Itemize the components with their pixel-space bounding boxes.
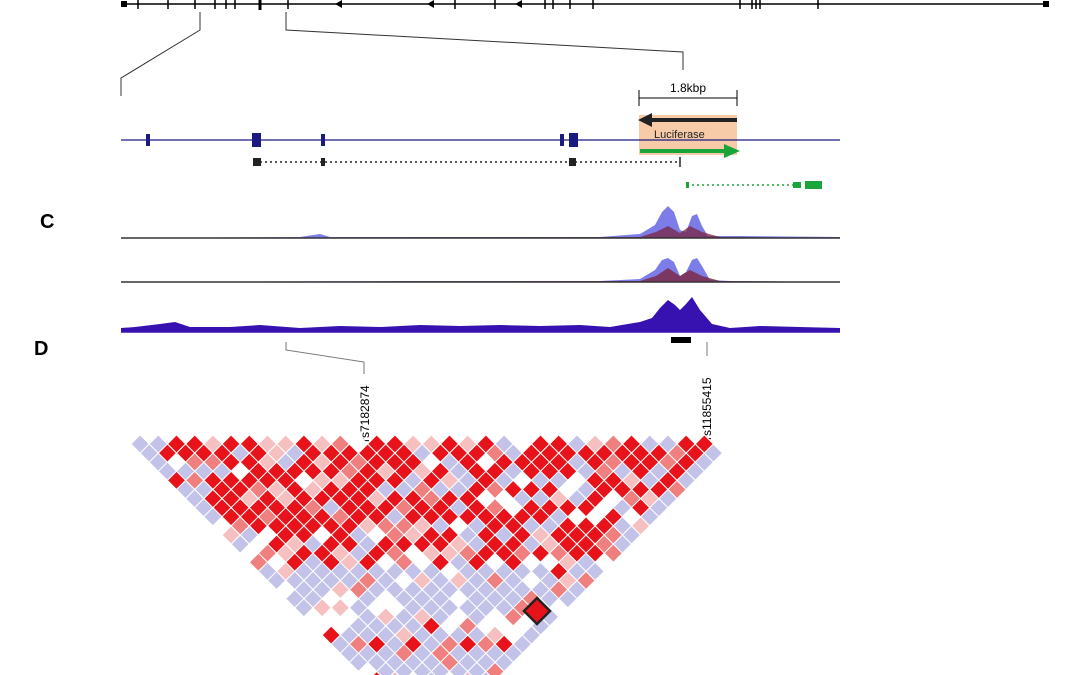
- zoom-connectors: [120, 12, 684, 96]
- ld-cell: [481, 670, 491, 675]
- strand-arrow-icon: [427, 0, 434, 8]
- ld-cell: [463, 670, 472, 675]
- panel-label-c: C: [40, 211, 54, 233]
- overview-end-left: [121, 1, 127, 7]
- transcript-black: [253, 157, 681, 167]
- ld-cell: [390, 670, 400, 675]
- ld-cell: [372, 670, 381, 675]
- snp-label-left: rs7182874: [358, 385, 372, 442]
- strand-arrow-icon: [335, 0, 342, 8]
- ld-cell: [408, 670, 418, 675]
- zoomed-gene-model: [121, 133, 840, 189]
- ld-cell: [448, 661, 469, 675]
- ld-cell: [357, 661, 378, 675]
- transcript-green: [686, 181, 822, 189]
- ld-cell: [375, 661, 396, 675]
- luciferase-label: Luciferase: [654, 129, 705, 141]
- overview-gene-track: [121, 0, 1049, 10]
- overview-exons: [137, 0, 819, 10]
- reverse-arrow-icon: [638, 113, 652, 127]
- ld-cell: [466, 661, 487, 675]
- ld-cell-highlight: [522, 596, 552, 626]
- dnase-track: [121, 297, 840, 333]
- forward-arrow-icon: [724, 144, 740, 158]
- ld-cell: [394, 661, 414, 675]
- ld-cell: [445, 670, 454, 675]
- ld-highlight-cell: [522, 596, 552, 626]
- reporter-construct: 1.8kbp Luciferase: [638, 81, 740, 158]
- chip-track-1: [121, 206, 840, 239]
- ld-cell: [485, 661, 505, 675]
- strand-arrow-icon: [515, 0, 522, 8]
- ld-cell: [427, 670, 436, 675]
- chip-track-2: [121, 258, 840, 283]
- panel-label-d: D: [34, 338, 48, 360]
- ld-cell: [430, 661, 451, 675]
- ld-cell: [412, 661, 433, 675]
- region-marker: [671, 337, 691, 343]
- scale-label: 1.8kbp: [670, 81, 706, 95]
- ld-heatmap: [130, 434, 733, 675]
- snp-label-right: rs11855415: [700, 377, 714, 440]
- ld-connectors: [285, 342, 708, 374]
- overview-end-right: [1043, 1, 1049, 7]
